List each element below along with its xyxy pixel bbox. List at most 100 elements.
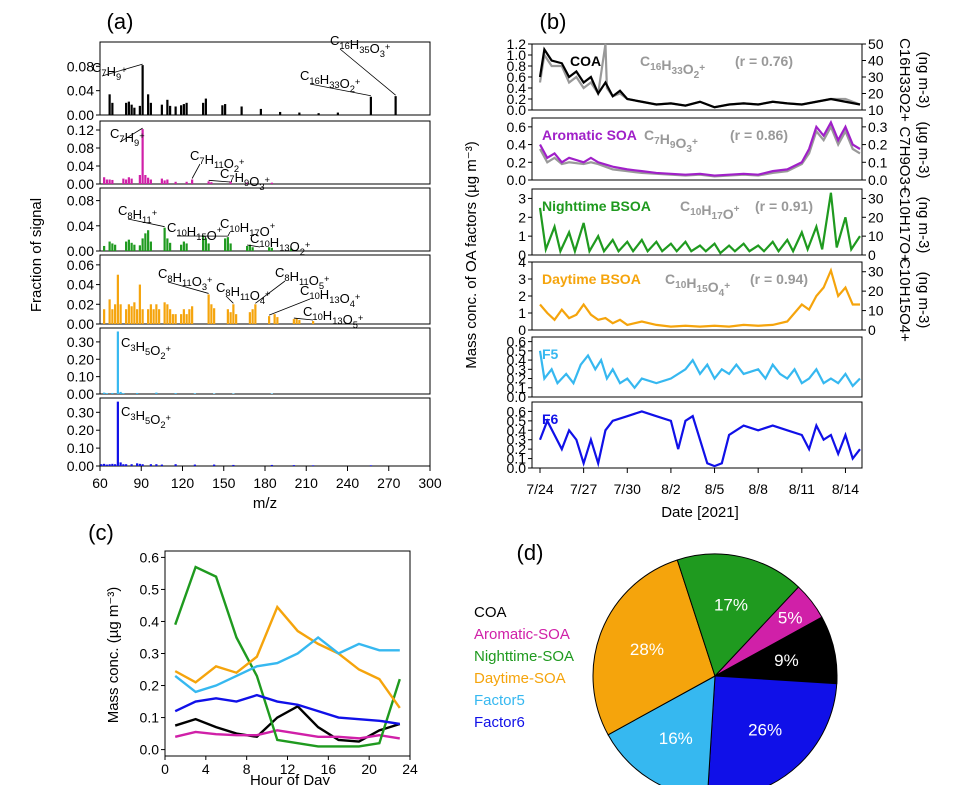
ion-label: C7H9+ — [92, 60, 127, 82]
y2tick-label: 0.3 — [868, 119, 888, 135]
ytick-label: 0.5 — [507, 413, 527, 429]
frame-4 — [99, 327, 431, 395]
y-axis-label: Fraction of signal — [28, 198, 45, 312]
ytick-label: 0.20 — [67, 351, 94, 367]
ion-label: C3H5O2+ — [121, 404, 171, 430]
xtick-label: 0 — [161, 761, 169, 777]
diurnal-line-Nighttime-SOA — [174, 565, 401, 748]
ytick-label: 0.6 — [140, 549, 160, 565]
ytick-label: 0.08 — [67, 193, 94, 209]
ytick-label: 0.3 — [507, 361, 527, 377]
diurnal-line-COA — [174, 704, 401, 743]
ion-leader — [227, 231, 231, 237]
ytick-label: 4 — [518, 254, 526, 270]
panel-c-diurnal: (c) 0.0 0.1 0.2 0.3 0.4 0.5 0.6 0 4 8 12 16 20 24 Hour … — [88, 520, 418, 785]
y2tick-label: 10 — [868, 102, 884, 118]
legend-item: Nighttime-SOA — [474, 648, 574, 665]
series-line-Nighttime BSOA — [538, 192, 861, 255]
factor-label: Nighttime BSOA — [542, 198, 651, 214]
ytick-label: 0.6 — [507, 119, 527, 135]
y2tick-label: 0 — [868, 247, 876, 263]
r-value: (r = 0.86) — [730, 127, 788, 143]
frame-1 — [99, 120, 431, 185]
y2tick-label: 10 — [868, 303, 884, 319]
ion-label: C10H17O+ — [220, 216, 275, 239]
xtick-label: 8/11 — [789, 481, 815, 497]
y2tick-label: 10 — [868, 228, 884, 244]
y2tick-label: 0.2 — [868, 137, 888, 153]
tracer-label: C10H15O4+ — [665, 271, 730, 299]
pie-slice-Factor5 — [607, 675, 716, 785]
xtick-label: 7/27 — [570, 481, 597, 497]
frame-0 — [99, 41, 431, 116]
ytick-label: 3 — [518, 271, 526, 287]
ytick-label: 0.00 — [67, 458, 94, 474]
series-line-F6 — [538, 410, 861, 468]
xtick-label: 90 — [133, 475, 149, 491]
frame-5 — [99, 397, 431, 467]
frame-3 — [99, 254, 431, 325]
y-axis-label: Mass conc. of OA factors (µg m⁻³) — [463, 141, 480, 368]
frame-b-4 — [531, 336, 863, 398]
ion-leader — [247, 244, 261, 248]
xtick-label: 180 — [253, 475, 277, 491]
frame-2 — [99, 187, 431, 252]
xtick-label: 4 — [202, 761, 210, 777]
r-value: (r = 0.91) — [755, 198, 813, 214]
xtick-label: 7/24 — [526, 481, 553, 497]
x-axis-label: m/z — [253, 495, 277, 512]
ytick-label: 0.00 — [67, 176, 94, 192]
xtick-label: 240 — [336, 475, 360, 491]
frame-b-1 — [531, 117, 863, 181]
ion-label: C8H11O4+ — [216, 280, 270, 306]
y2tick-label: 20 — [868, 209, 884, 225]
ion-label: C8H11O3+ — [158, 266, 212, 292]
ytick-label: 0.08 — [67, 58, 94, 74]
ytick-label: 0.12 — [67, 122, 94, 138]
ion-leader — [191, 163, 201, 179]
ion-leader — [268, 298, 311, 316]
ion-label: C7H9O3+ — [220, 166, 270, 192]
ytick-label: 1.0 — [507, 47, 527, 63]
ytick-label: 0.6 — [507, 334, 527, 350]
xtick-label: 150 — [212, 475, 236, 491]
y2tick-label: 20 — [868, 86, 884, 102]
factor-label: Daytime BSOA — [542, 271, 641, 287]
y2tick-label: 20 — [868, 283, 884, 299]
legend-item: COA — [474, 604, 507, 621]
ytick-label: 0.2 — [507, 371, 527, 387]
ytick-label: 0.6 — [507, 69, 527, 85]
right-axis-label: (ng m-3) — [915, 272, 932, 329]
ytick-label: 0.00 — [67, 243, 94, 259]
ion-leader — [208, 179, 231, 183]
xtick-label: 210 — [295, 475, 319, 491]
ytick-label: 0.0 — [507, 460, 527, 476]
pie-slice-COA — [713, 616, 838, 685]
ion-label: C10H13O5+ — [303, 304, 363, 330]
xtick-label: 8/8 — [748, 481, 768, 497]
ytick-label: 0.2 — [507, 154, 527, 170]
pie-label: 17% — [714, 596, 748, 615]
xtick-label: 12 — [280, 761, 296, 777]
right-axis-label: (ng m-3) — [915, 197, 932, 254]
series-line-F5 — [538, 350, 861, 390]
factor-label: COA — [570, 53, 601, 69]
legend-item: Daytime-SOA — [474, 670, 566, 687]
ytick-label: 0.4 — [507, 137, 527, 153]
ytick-label: 0.10 — [67, 369, 94, 385]
pie-label: 28% — [630, 640, 664, 659]
r-value: (r = 0.94) — [750, 271, 808, 287]
pie-label: 9% — [774, 651, 799, 670]
legend-item: Aromatic-SOA — [474, 626, 570, 643]
ion-label: C7H11O2+ — [190, 148, 244, 174]
ytick-label: 0.20 — [67, 422, 94, 438]
ytick-label: 0.5 — [507, 343, 527, 359]
x-axis-label: Hour of Day — [250, 772, 331, 785]
ytick-label: 0.0 — [140, 742, 160, 758]
xtick-label: 20 — [361, 761, 377, 777]
xtick-label: 8/14 — [832, 481, 859, 497]
ytick-label: 0.04 — [67, 218, 94, 234]
ytick-label: 2 — [518, 288, 526, 304]
